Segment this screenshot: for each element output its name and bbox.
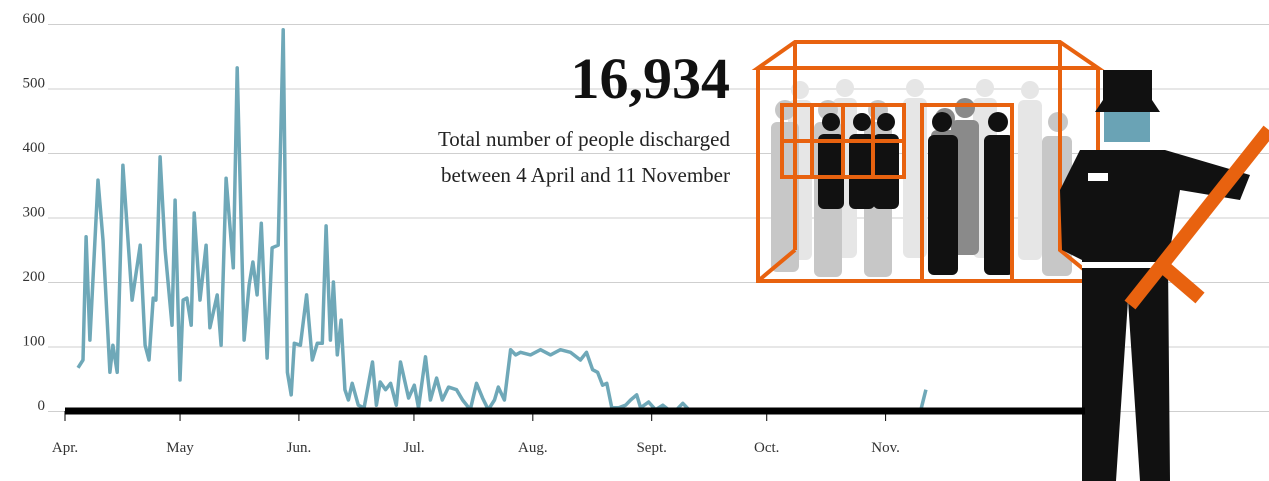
y-tick-label: 0 bbox=[38, 398, 46, 414]
y-tick-label: 400 bbox=[23, 140, 46, 156]
illustration bbox=[758, 42, 1269, 481]
x-tick-label: Jun. bbox=[287, 440, 312, 456]
annotation-line: between 4 April and 11 November bbox=[441, 163, 730, 187]
y-tick-label: 200 bbox=[23, 269, 46, 285]
x-tick-label: May bbox=[166, 440, 194, 456]
total-number: 16,934 bbox=[571, 46, 731, 111]
x-tick-label: Jul. bbox=[403, 440, 424, 456]
annotation-line: Total number of people discharged bbox=[438, 127, 731, 151]
x-tick-label: Aug. bbox=[518, 440, 548, 456]
x-tick-label: Nov. bbox=[871, 440, 900, 456]
x-tick-label: Oct. bbox=[754, 440, 779, 456]
y-tick-label: 300 bbox=[23, 205, 46, 221]
x-tick-label: Apr. bbox=[52, 440, 78, 456]
x-tick-label: Sept. bbox=[636, 440, 666, 456]
y-tick-label: 500 bbox=[23, 76, 46, 92]
chart: 0 100 200 300 400 500 600 bbox=[0, 0, 1269, 481]
y-tick-label: 100 bbox=[23, 334, 46, 350]
y-tick-label: 600 bbox=[23, 11, 46, 27]
